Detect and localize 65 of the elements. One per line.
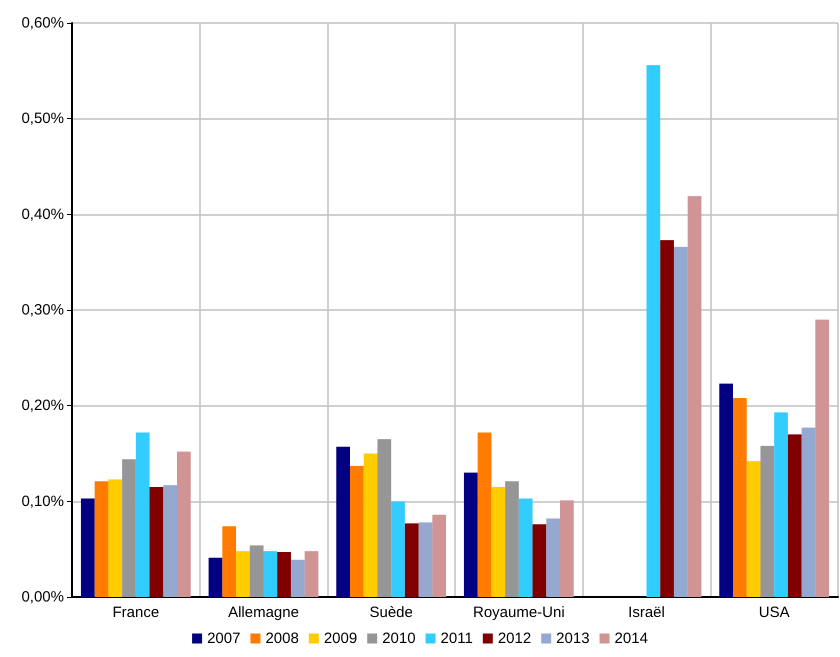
bar	[163, 485, 178, 597]
bar	[94, 481, 108, 597]
bar	[478, 432, 492, 597]
legend-label: 2011	[440, 630, 473, 647]
y-tick-label: 0,30%	[21, 302, 64, 318]
bar	[464, 472, 478, 597]
legend-label: 2007	[207, 630, 240, 647]
bar	[815, 320, 830, 597]
bar	[546, 518, 560, 597]
bar	[177, 452, 191, 597]
bar	[788, 434, 802, 597]
legend-label: 2009	[324, 630, 358, 647]
legend-label: 2010	[382, 630, 416, 647]
bar	[391, 501, 405, 597]
x-tick-label: Allemagne	[228, 604, 299, 621]
bar	[646, 65, 660, 597]
x-tick-label: France	[112, 604, 160, 621]
x-tick-label: Israël	[628, 604, 665, 621]
bar	[364, 454, 378, 597]
bar	[277, 552, 291, 597]
bar	[304, 551, 318, 597]
y-tick-label: 0,00%	[21, 588, 64, 606]
bar	[688, 196, 702, 597]
bar	[674, 246, 688, 597]
y-tick-label: 0,60%	[21, 14, 64, 32]
bar	[432, 514, 446, 597]
x-tick-label: USA	[758, 604, 790, 621]
bar	[290, 560, 305, 597]
bar	[760, 446, 774, 597]
bar	[505, 481, 519, 597]
bar	[264, 551, 278, 597]
bar	[746, 461, 760, 597]
bar	[532, 524, 546, 597]
x-tick-label: Suède	[369, 604, 413, 621]
bar	[491, 486, 506, 597]
bar	[660, 240, 674, 597]
y-tick-label: 0,40%	[21, 206, 64, 223]
bar	[404, 523, 419, 597]
bar	[336, 446, 350, 597]
bar	[208, 558, 222, 597]
legend-label: 2013	[556, 630, 590, 647]
bar	[732, 398, 747, 597]
bar	[150, 486, 164, 597]
bar	[250, 545, 264, 597]
y-tick-label: 0,50%	[21, 110, 64, 128]
bar	[377, 439, 392, 597]
x-tick-label: Royaume-Uni	[472, 604, 565, 621]
bar	[136, 432, 150, 597]
legend-label: 2008	[265, 630, 299, 647]
bar	[108, 479, 122, 597]
bar	[802, 428, 816, 597]
legend-label: 2012	[498, 630, 532, 647]
bar	[122, 459, 136, 597]
y-tick-label: 0,20%	[21, 397, 64, 414]
bar	[222, 526, 236, 597]
bar	[518, 498, 533, 597]
bar	[350, 466, 364, 597]
bar	[80, 498, 95, 597]
bar	[418, 522, 432, 597]
bar	[774, 412, 788, 597]
bar	[719, 384, 733, 597]
y-tick-label: 0,10%	[21, 492, 64, 510]
bar	[236, 551, 250, 597]
legend-label: 2014	[614, 630, 648, 647]
bar	[560, 500, 574, 597]
